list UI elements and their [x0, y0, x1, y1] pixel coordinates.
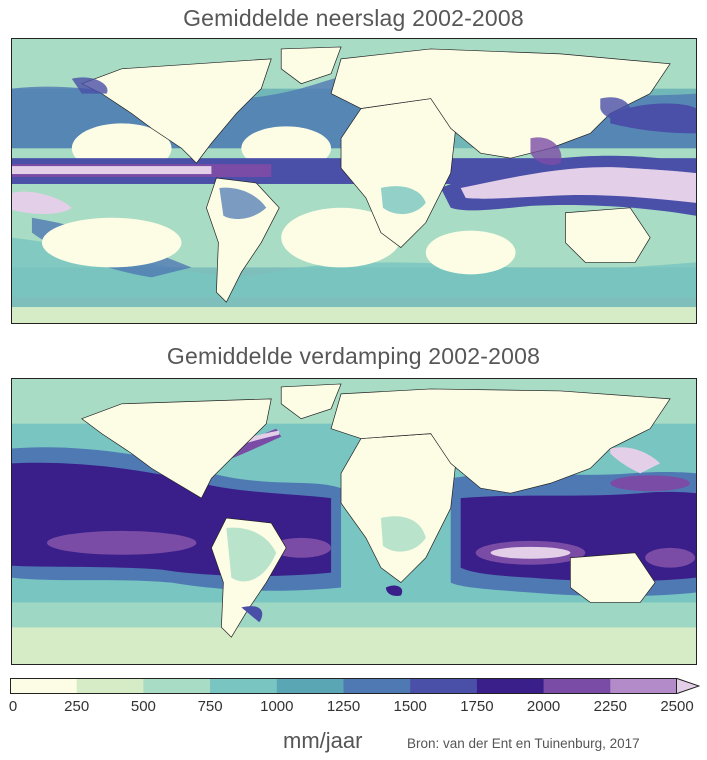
colorbar-cell [343, 678, 411, 694]
colorbar-tick-label: 250 [64, 698, 90, 715]
evaporation-map-graphic [12, 379, 696, 664]
colorbar-tick-label: 500 [130, 698, 156, 715]
colorbar-cell [76, 678, 144, 694]
colorbar-cell [543, 678, 611, 694]
evaporation-map [11, 378, 697, 665]
colorbar-tick-label: 2000 [526, 698, 561, 715]
precipitation-map [11, 38, 697, 324]
colorbar-tick-label: 1250 [326, 698, 361, 715]
colorbar-cell [10, 678, 78, 694]
colorbar-unit: mm/jaar [283, 728, 363, 753]
colorbar-tick-label: 0 [8, 698, 18, 715]
colorbar-tick-label: 1750 [460, 698, 494, 715]
colorbar-cell [210, 678, 278, 694]
colorbar-cell [410, 678, 478, 694]
colorbar-cell [276, 678, 344, 694]
precipitation-map-graphic [12, 39, 696, 323]
colorbar-tick-label: 1500 [393, 698, 427, 715]
colorbar [10, 678, 700, 694]
evaporation-map-title: Gemiddelde verdamping 2002-2008 [166, 343, 541, 369]
colorbar-tick-label: 2250 [593, 698, 627, 715]
colorbar-tick-label: 750 [197, 698, 223, 715]
colorbar-tick-label: 2500 [660, 698, 694, 715]
source-credit: Bron: van der Ent en Tuinenburg, 2017 [407, 736, 640, 751]
colorbar-cell [476, 678, 545, 694]
colorbar-cell [143, 678, 211, 694]
precipitation-map-title: Gemiddelde neerslag 2002-2008 [183, 5, 524, 31]
colorbar-cell [610, 678, 678, 694]
colorbar-tick-label: 1000 [260, 698, 294, 715]
